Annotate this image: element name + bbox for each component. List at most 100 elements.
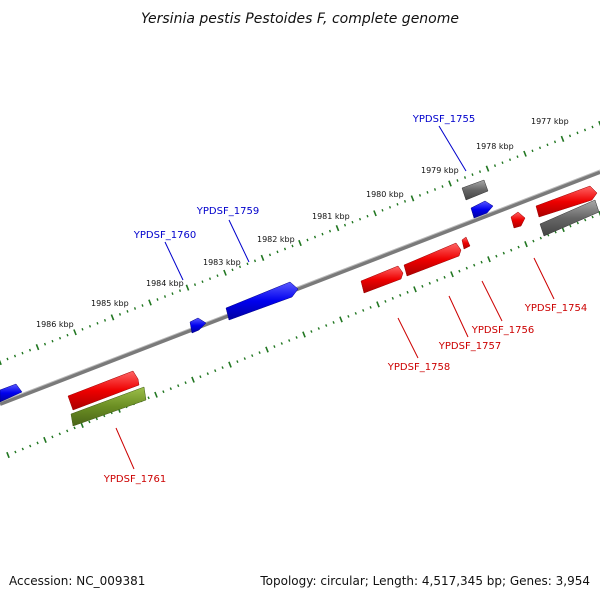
gene-blue-left[interactable]: [0, 383, 23, 403]
kbp-label: 1984 kbp: [146, 279, 184, 288]
tick-mark: [347, 315, 350, 318]
tick-mark: [258, 351, 261, 354]
tick-mark: [110, 314, 115, 321]
tick-mark: [238, 265, 242, 269]
tick-mark: [43, 436, 47, 443]
gene-ypdsf-1761[interactable]: [67, 370, 140, 411]
kbp-label: 1980 kbp: [366, 190, 404, 199]
tick-mark: [373, 210, 377, 217]
gene-label-ypdsf-1759[interactable]: YPDSF_1759: [196, 206, 259, 217]
tick-mark: [66, 429, 69, 433]
gene-label-ypdsf-1756[interactable]: YPDSF_1756: [471, 325, 534, 336]
tick-mark: [88, 420, 91, 424]
tick-mark: [66, 333, 69, 337]
tick-mark: [51, 435, 54, 439]
gene-label-ypdsf-1761[interactable]: YPDSF_1761: [103, 474, 166, 485]
tick-mark: [351, 220, 354, 224]
tick-mark: [21, 447, 24, 451]
tick-mark: [184, 381, 187, 385]
tick-mark: [231, 268, 234, 272]
tick-mark: [118, 313, 122, 316]
tick-mark: [376, 301, 380, 308]
tick-mark: [458, 269, 461, 273]
tick-mark: [302, 331, 306, 338]
kbp-label: 1978 kbp: [476, 142, 514, 151]
tick-mark: [546, 143, 549, 147]
gene-ypdsf-1755[interactable]: [470, 200, 494, 219]
tick-mark: [126, 310, 129, 313]
kbp-label: 1981 kbp: [312, 212, 350, 221]
tick-mark: [236, 360, 239, 363]
gene-ypdsf-1758[interactable]: [360, 265, 404, 294]
gene-labels: YPDSF_1755 YPDSF_1759 YPDSF_1760 YPDSF_1…: [103, 114, 587, 485]
tick-mark: [560, 135, 565, 142]
gene-label-ypdsf-1754[interactable]: YPDSF_1754: [524, 303, 587, 314]
tick-mark: [576, 221, 579, 225]
tick-mark: [391, 296, 394, 300]
tick-mark: [206, 372, 209, 376]
tick-mark: [147, 396, 150, 400]
leader-ypdsf-1754: [533, 257, 555, 300]
tick-mark: [450, 271, 454, 278]
tick-mark: [421, 284, 424, 288]
tick-mark: [156, 298, 159, 301]
gene-ypdsf-1754[interactable]: [535, 185, 598, 218]
gene-red-small[interactable]: [510, 211, 526, 229]
tick-mark: [36, 441, 39, 445]
tick-mark: [413, 286, 417, 293]
tick-mark: [260, 254, 265, 261]
gene-blue-small[interactable]: [189, 317, 207, 334]
tick-mark: [531, 149, 534, 153]
tick-mark: [576, 131, 579, 135]
tick-mark: [517, 245, 520, 249]
kbp-label: 1983 kbp: [203, 258, 241, 267]
gene-label-ypdsf-1758[interactable]: YPDSF_1758: [387, 362, 450, 373]
tick-mark: [199, 375, 202, 379]
genome-backbone-highlight: [0, 169, 600, 403]
tick-mark: [369, 306, 372, 309]
gene-gray-lower[interactable]: [539, 199, 600, 237]
tick-mark: [343, 223, 347, 227]
tick-mark: [193, 283, 197, 287]
tick-mark: [436, 278, 439, 282]
tick-mark: [532, 239, 535, 243]
gene-features: [0, 179, 600, 427]
gene-ypdsf-1756[interactable]: [461, 236, 471, 250]
tick-mark: [35, 344, 40, 351]
gene-gray-upper[interactable]: [461, 179, 489, 201]
tick-mark: [51, 339, 54, 343]
gene-label-ypdsf-1755[interactable]: YPDSF_1755: [412, 114, 475, 125]
tick-mark: [502, 251, 505, 255]
accession-text: Accession: NC_009381: [9, 574, 145, 588]
tick-mark: [208, 277, 212, 281]
tick-mark: [554, 230, 557, 234]
tick-mark: [478, 170, 482, 173]
tick-mark: [523, 150, 527, 157]
tick-mark: [553, 140, 557, 144]
tick-mark: [243, 357, 246, 360]
gene-ypdsf-1757[interactable]: [403, 242, 462, 277]
tick-mark: [501, 161, 504, 165]
tick-mark: [418, 194, 422, 197]
tick-mark: [201, 280, 204, 284]
tick-mark: [95, 417, 98, 421]
gene-label-ypdsf-1757[interactable]: YPDSF_1757: [438, 341, 501, 352]
tick-mark: [485, 165, 490, 172]
tick-mark: [539, 236, 542, 240]
tick-mark: [339, 316, 343, 323]
gene-block-olive[interactable]: [70, 386, 147, 427]
tick-mark: [276, 250, 279, 254]
tick-mark: [43, 342, 47, 346]
tick-mark: [426, 191, 429, 194]
tick-mark: [463, 176, 467, 179]
gene-label-ypdsf-1760[interactable]: YPDSF_1760: [133, 230, 196, 241]
leader-ypdsf-1760: [164, 241, 184, 281]
leader-ypdsf-1757: [448, 295, 469, 338]
tick-mark: [29, 444, 32, 448]
tick-mark: [584, 218, 587, 222]
gene-ypdsf-1759[interactable]: [225, 281, 299, 321]
outer-tick-ring: [0, 120, 600, 366]
tick-mark: [465, 266, 468, 270]
tick-mark: [273, 345, 276, 348]
tick-mark: [141, 304, 144, 307]
